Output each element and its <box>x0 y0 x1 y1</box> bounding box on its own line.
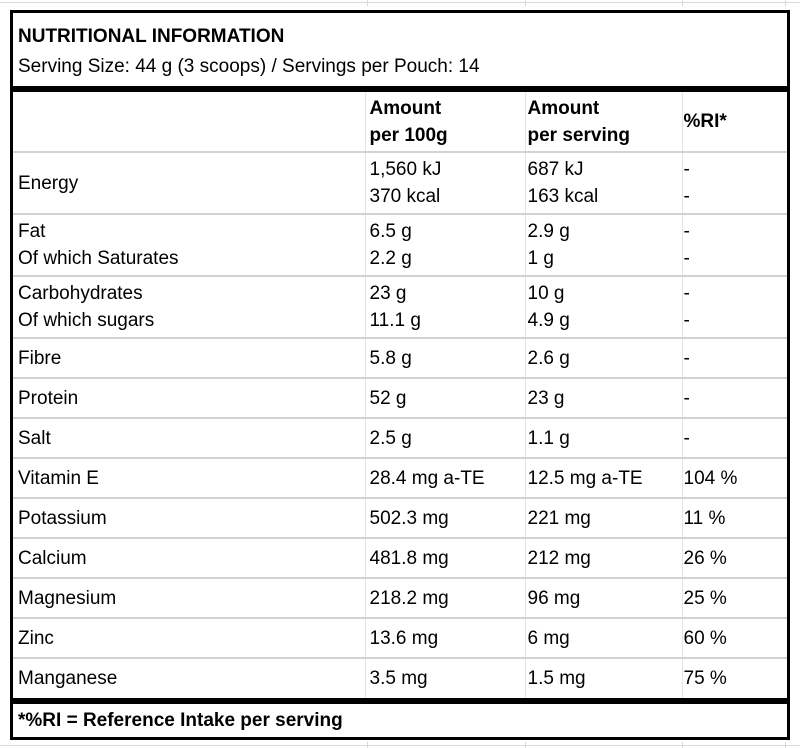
table-row: Salt 2.5 g 1.1 g- <box>13 418 787 458</box>
ri-percent: 25 % <box>681 578 787 618</box>
table-row: Fibre 5.8 g 2.6 g- <box>13 338 787 378</box>
title-block: NUTRITIONAL INFORMATION Serving Size: 44… <box>13 13 787 86</box>
nutrition-table: NUTRITIONAL INFORMATION Serving Size: 44… <box>10 10 790 740</box>
ri-column-header: %RI* <box>681 92 787 152</box>
ri-percent: 11 % <box>681 498 787 538</box>
amount-per-serving: 12.5 mg a-TE <box>524 458 682 498</box>
nutrient-name: Potassium <box>18 507 107 529</box>
table-row: Zinc 13.6 mg 6 mg 60 % <box>13 618 787 658</box>
amount-per-serving: 1.1 g <box>524 418 682 458</box>
header-row: Amount per 100g Amount per serving %RI* <box>13 92 787 152</box>
table-row: Energy 1,560 kJ 370 kcal 687 kJ 163 kcal - - <box>13 152 787 214</box>
amount-per-serving: 1.5 mg <box>524 658 682 698</box>
per-100g-column-header: Amount per 100g <box>364 92 525 152</box>
table-row: Calcium 481.8 mg 212 mg 26 % <box>13 538 787 578</box>
ri-percent: -- <box>681 152 787 214</box>
table-row: Manganese 3.5 mg 1.5 mg 75 % <box>13 658 787 698</box>
table-row: Vitamin E 28.4 mg a-TE 12.5 mg a-TE 104 % <box>13 458 787 498</box>
table-header: Amount per 100g Amount per serving %RI* <box>13 92 787 152</box>
amount-per-100g: 6.5 g 2.2 g <box>364 214 525 276</box>
ri-percent: 26 % <box>681 538 787 578</box>
gridline-artifact-tick <box>785 742 786 748</box>
table-row: Protein 52 g 23 g- <box>13 378 787 418</box>
ri-percent: -- <box>681 276 787 338</box>
serving-size-line: Serving Size: 44 g (3 scoops) / Servings… <box>18 56 480 77</box>
gridline-artifact-tick <box>367 0 368 6</box>
nutrient-name: Zinc <box>18 627 54 649</box>
ri-percent: - <box>681 418 787 458</box>
nutrient-name: Fibre <box>18 347 62 369</box>
amount-per-100g: 502.3 mg <box>364 498 525 538</box>
nutrient-column-header <box>13 92 365 152</box>
amount-per-serving: 96 mg <box>524 578 682 618</box>
amount-per-serving: 2.6 g <box>524 338 682 378</box>
table-row: Magnesium 218.2 mg 96 mg 25 % <box>13 578 787 618</box>
amount-per-100g: 481.8 mg <box>364 538 525 578</box>
table-body: Energy 1,560 kJ 370 kcal 687 kJ 163 kcal - - Fa… <box>13 152 787 698</box>
table-row: Potassium 502.3 mg 221 mg 11 % <box>13 498 787 538</box>
amount-per-100g: 5.8 g <box>364 338 525 378</box>
amount-per-100g: 218.2 mg <box>364 578 525 618</box>
nutrient-name: Energy <box>18 172 79 194</box>
ri-percent: 60 % <box>681 618 787 658</box>
nutrient-name: Carbohydrates Of which sugars <box>18 283 155 331</box>
amount-per-serving: 10 g 4.9 g <box>524 276 682 338</box>
divider-thick-bottom <box>13 698 787 704</box>
nutrient-name: Protein <box>18 387 79 409</box>
nutrient-name: Vitamin E <box>18 467 99 489</box>
footnote-row: *%RI = Reference Intake per serving <box>13 704 787 737</box>
amount-per-100g: 2.5 g <box>364 418 525 458</box>
nutrient-name: Manganese <box>18 668 118 689</box>
nutrition-values-table: Amount per 100g Amount per serving %RI* Ener… <box>13 92 787 698</box>
amount-per-100g: 13.6 mg <box>364 618 525 658</box>
per-serving-column-header: Amount per serving <box>524 92 682 152</box>
amount-per-serving: 221 mg <box>524 498 682 538</box>
ri-percent: 104 % <box>681 458 787 498</box>
amount-per-serving: 212 mg <box>524 538 682 578</box>
amount-per-100g: 23 g 11.1 g <box>364 276 525 338</box>
nutrient-name: Salt <box>18 427 51 449</box>
ri-percent: -- <box>681 214 787 276</box>
ri-percent: 75 % <box>681 658 787 698</box>
nutrient-name: Magnesium <box>18 587 117 609</box>
amount-per-100g: 3.5 mg <box>364 658 525 698</box>
gridline-artifact-top <box>0 2 800 3</box>
amount-per-serving: 687 kJ 163 kcal <box>524 152 682 214</box>
gridline-artifact-tick <box>682 742 683 748</box>
nutrient-name: Fat Of which Saturates <box>18 221 179 269</box>
ri-percent: - <box>681 378 787 418</box>
page-title: NUTRITIONAL INFORMATION <box>18 26 285 47</box>
gridline-artifact-bottom <box>0 745 800 746</box>
gridline-artifact-tick <box>367 742 368 748</box>
reference-intake-note: *%RI = Reference Intake per serving <box>18 709 343 731</box>
gridline-artifact-tick <box>525 742 526 748</box>
amount-per-100g: 28.4 mg a-TE <box>364 458 525 498</box>
amount-per-serving: 6 mg <box>524 618 682 658</box>
gridline-artifact-tick <box>785 0 786 6</box>
gridline-artifact-tick <box>525 0 526 6</box>
amount-per-100g: 52 g <box>364 378 525 418</box>
nutrient-name: Calcium <box>18 547 87 569</box>
ri-percent: - <box>681 338 787 378</box>
amount-per-serving: 23 g <box>524 378 682 418</box>
gridline-artifact-tick <box>682 0 683 6</box>
divider-thick-top <box>13 86 787 92</box>
table-row: Carbohydrates Of which sugars 23 g 11.1 g 10… <box>13 276 787 338</box>
amount-per-100g: 1,560 kJ 370 kcal <box>364 152 525 214</box>
